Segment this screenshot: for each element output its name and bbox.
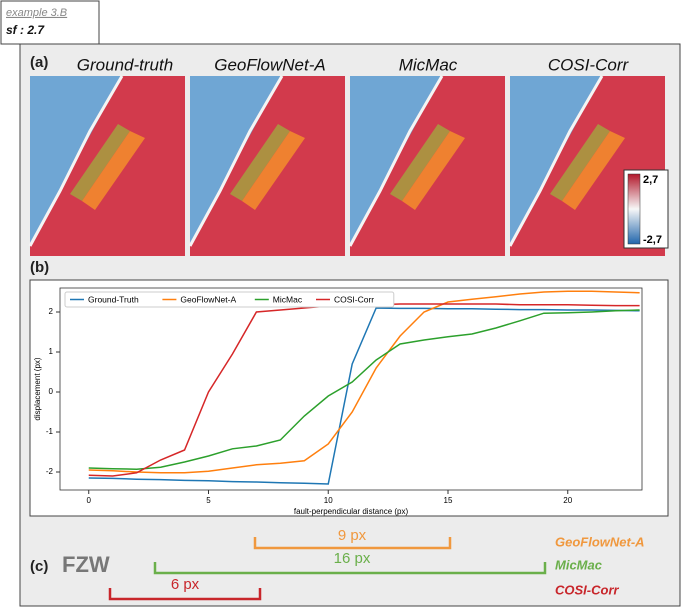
series-line <box>88 307 640 485</box>
sf-label: sf : 2.7 <box>6 23 45 37</box>
chart-box <box>29 279 669 517</box>
method-label: GeoFlowNet-A <box>555 534 645 549</box>
y-axis-label: displacement (px) <box>33 357 42 420</box>
x-tick-label: 5 <box>206 496 211 505</box>
width-label: 16 px <box>334 550 371 567</box>
x-tick-label: 10 <box>324 496 333 505</box>
legend-label: GeoFlowNet-A <box>180 294 236 304</box>
panel-label: (b) <box>30 259 49 276</box>
plot-frame <box>59 287 643 491</box>
displacement-map <box>28 74 187 258</box>
image-title: Ground-truth <box>77 55 173 74</box>
series-line <box>88 290 640 474</box>
width-bracket <box>253 537 452 550</box>
method-label: MicMac <box>555 557 603 572</box>
colorbar-min: -2,7 <box>643 234 662 246</box>
displacement-map <box>348 74 507 258</box>
method-label: COSI-Corr <box>555 582 620 597</box>
colorbar-max: 2,7 <box>643 174 658 186</box>
series-line <box>88 309 640 470</box>
x-tick-label: 0 <box>87 496 92 505</box>
y-tick-label: 0 <box>49 387 54 396</box>
width-label: 9 px <box>338 527 367 544</box>
y-tick-label: -1 <box>46 427 54 436</box>
y-tick-label: 1 <box>49 347 54 356</box>
x-axis-label: fault-perpendicular distance (px) <box>294 507 409 516</box>
x-tick-label: 15 <box>444 496 453 505</box>
image-title: MicMac <box>399 55 458 74</box>
width-label: 6 px <box>171 576 200 593</box>
displacement-map <box>188 74 347 258</box>
image-title: COSI-Corr <box>548 55 630 74</box>
width-bracket <box>153 562 547 575</box>
line-chart: 0 5 10 15 20 -2 -1 0 1 2 fault-perpendicular dista… <box>33 287 643 516</box>
legend-label: COSI-Corr <box>334 294 374 304</box>
y-tick-label: 2 <box>49 307 54 316</box>
x-tick-label: 20 <box>563 496 572 505</box>
y-tick-label: -2 <box>46 467 54 476</box>
legend-label: MicMac <box>273 294 303 304</box>
colorbar <box>627 173 641 245</box>
panel-label: (a) <box>30 54 48 71</box>
legend-box <box>64 291 395 308</box>
legend-label: Ground-Truth <box>88 294 139 304</box>
image-title: GeoFlowNet-A <box>214 55 325 74</box>
panel-label: (c) <box>30 558 48 575</box>
example-box <box>0 0 100 45</box>
fzw-label: FZW <box>62 552 110 577</box>
example-label: example 3.B <box>6 7 67 19</box>
width-bracket <box>108 588 262 601</box>
